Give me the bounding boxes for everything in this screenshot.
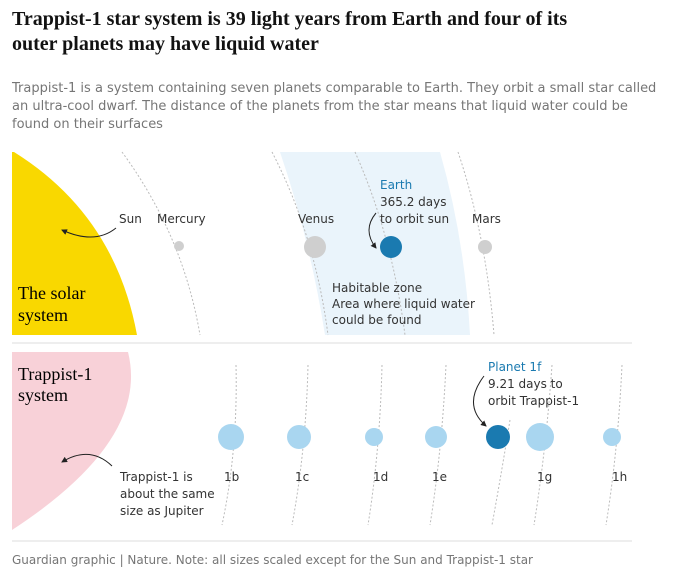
earth <box>380 236 402 258</box>
panel-label: system <box>18 305 68 325</box>
trappist-star <box>12 352 132 530</box>
star-note: about the same <box>120 487 215 501</box>
earth-note: 365.2 days <box>380 195 447 209</box>
panel-label: Trappist-1 <box>18 364 92 384</box>
zone-title: Habitable zone <box>332 281 422 295</box>
planet-label: 1c <box>295 470 309 484</box>
star-note: Trappist-1 is <box>119 470 193 484</box>
venus <box>304 236 326 258</box>
planet-label: 1g <box>537 470 552 484</box>
sun <box>12 152 137 335</box>
earth-label: Earth <box>380 178 412 192</box>
highlight-note: 9.21 days to <box>488 377 563 391</box>
earth-note: to orbit sun <box>380 212 449 226</box>
planet <box>287 425 311 449</box>
planet-label: 1d <box>373 470 388 484</box>
orbit <box>457 151 495 336</box>
planet-label: 1h <box>612 470 627 484</box>
star-note: size as Jupiter <box>120 504 204 518</box>
arrow <box>61 227 117 238</box>
subtitle: Trappist-1 is a system containing seven … <box>11 81 656 96</box>
planet <box>218 424 244 450</box>
panel-label: system <box>18 385 68 405</box>
arrow <box>368 212 377 249</box>
subtitle: an ultra-cool dwarf. The distance of the… <box>12 99 628 114</box>
panel-label: The solar <box>18 283 85 303</box>
zone-note: Area where liquid water <box>332 297 475 311</box>
planet-label: Mars <box>472 212 501 226</box>
title: outer planets may have liquid water <box>12 33 319 55</box>
title: Trappist-1 star system is 39 light years… <box>12 8 567 30</box>
planet <box>526 423 554 451</box>
footer: Guardian graphic | Nature. Note: all siz… <box>12 553 533 567</box>
sun-label: Sun <box>119 212 142 226</box>
zone-note: could be found <box>332 313 422 327</box>
orbit <box>271 151 329 336</box>
arrow <box>473 375 487 427</box>
mercury <box>174 241 184 251</box>
planet <box>365 428 383 446</box>
planet-label: Venus <box>298 212 334 226</box>
orbit <box>121 151 201 336</box>
subtitle: found on their surfaces <box>12 117 163 132</box>
planet-1f <box>486 425 510 449</box>
planet <box>603 428 621 446</box>
mars <box>478 240 492 254</box>
planet-label: 1b <box>224 470 239 484</box>
planet-label: Mercury <box>157 212 206 226</box>
planet <box>425 426 447 448</box>
arrow <box>61 454 113 467</box>
planet-label: 1e <box>432 470 447 484</box>
highlight-note: orbit Trappist-1 <box>488 394 579 408</box>
highlight-label: Planet 1f <box>488 360 542 374</box>
